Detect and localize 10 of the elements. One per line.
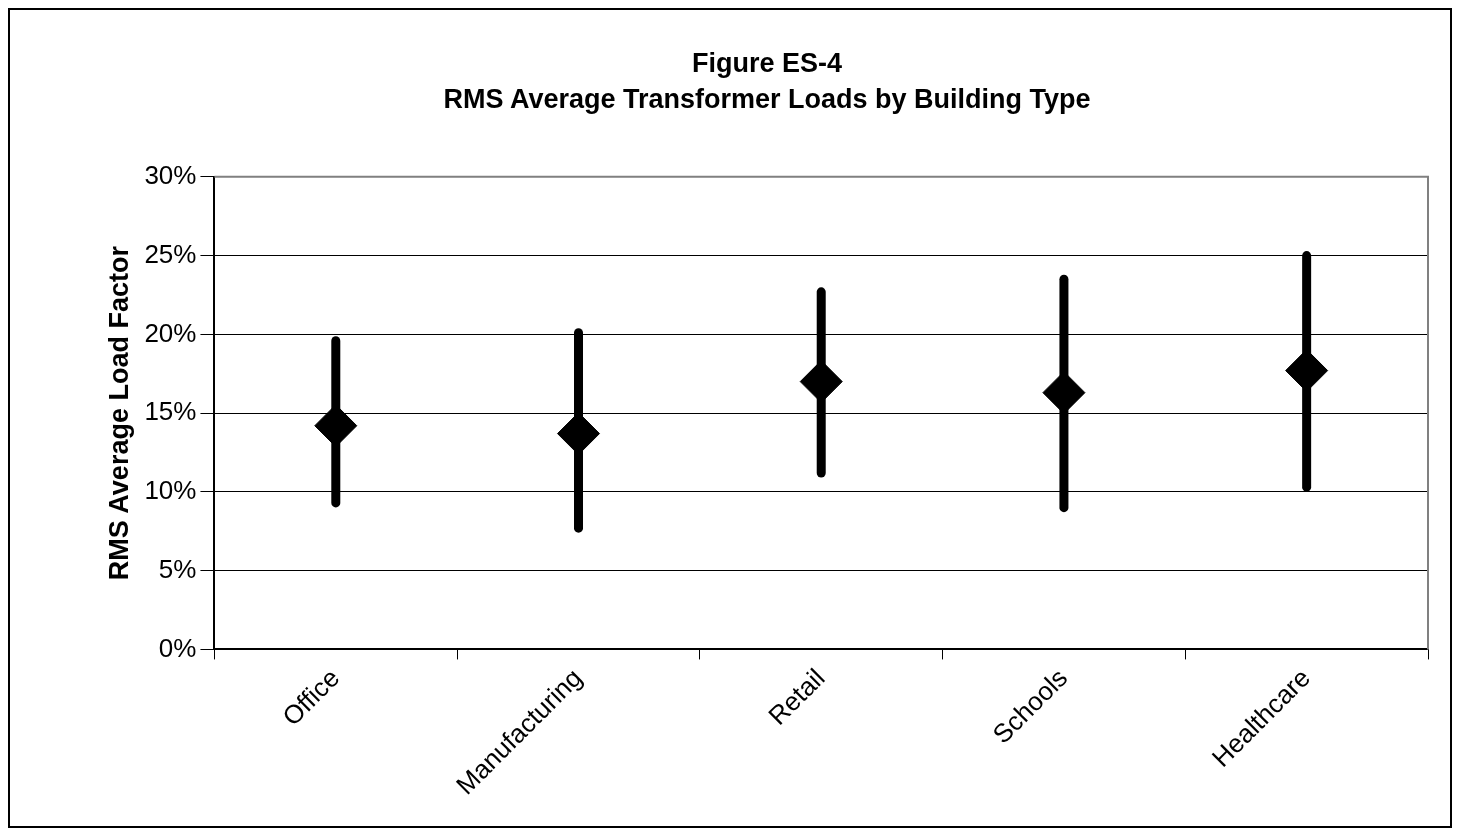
y-tick-label: 15% (144, 396, 197, 427)
y-axis-title: RMS Average Load Factor (103, 245, 134, 581)
y-tick-label: 25% (144, 238, 197, 269)
y-tick-label: 5% (158, 553, 197, 584)
chart-subtitle: RMS Average Transformer Loads by Building Type (443, 84, 1091, 115)
y-tick-label: 30% (144, 159, 197, 190)
y-tick-label: 20% (144, 317, 197, 348)
y-tick-label: 0% (158, 632, 197, 663)
chart-title: Figure ES-4 (691, 47, 843, 78)
y-tick-label: 10% (144, 475, 197, 506)
